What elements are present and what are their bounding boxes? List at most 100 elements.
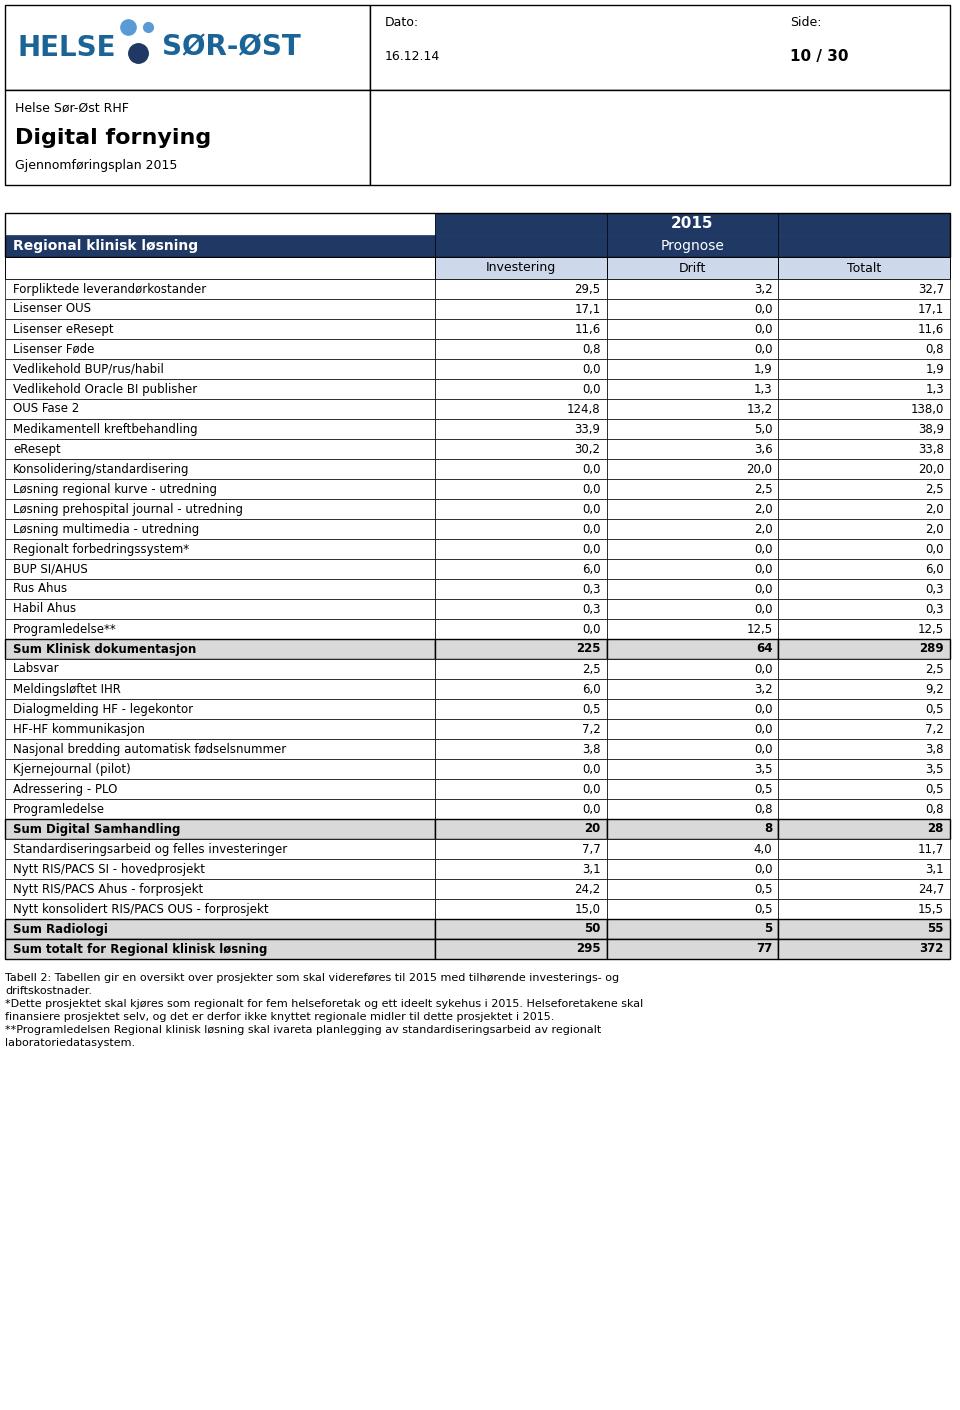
Text: 13,2: 13,2 — [746, 402, 773, 416]
Bar — [779, 739, 950, 759]
Bar — [779, 558, 950, 580]
Text: 0,0: 0,0 — [582, 382, 601, 395]
Text: Lisenser eResept: Lisenser eResept — [13, 323, 113, 336]
Text: Sum totalt for Regional klinisk løsning: Sum totalt for Regional klinisk løsning — [13, 942, 268, 956]
Text: 77: 77 — [756, 942, 773, 956]
Text: Løsning regional kurve - utredning: Løsning regional kurve - utredning — [13, 482, 217, 495]
Bar — [435, 919, 607, 939]
Bar — [5, 759, 435, 778]
Bar — [435, 580, 607, 599]
Bar — [435, 279, 607, 299]
Bar — [435, 479, 607, 499]
Text: 2,0: 2,0 — [925, 502, 944, 516]
Bar — [435, 819, 607, 839]
Text: 0,0: 0,0 — [582, 482, 601, 495]
Text: 0,0: 0,0 — [754, 303, 773, 316]
Text: Programledelse: Programledelse — [13, 802, 105, 815]
Text: 0,0: 0,0 — [582, 622, 601, 636]
Text: 0,0: 0,0 — [754, 343, 773, 355]
Bar — [607, 519, 779, 539]
Text: HF-HF kommunikasjon: HF-HF kommunikasjon — [13, 722, 145, 736]
Text: 0,0: 0,0 — [754, 543, 773, 556]
Text: Nytt RIS/PACS SI - hovedprosjekt: Nytt RIS/PACS SI - hovedprosjekt — [13, 863, 205, 876]
Bar — [5, 599, 435, 619]
Text: 0,0: 0,0 — [582, 362, 601, 375]
Text: 10 / 30: 10 / 30 — [790, 49, 849, 65]
Text: 0,0: 0,0 — [582, 543, 601, 556]
Bar — [779, 619, 950, 639]
Text: 0,5: 0,5 — [754, 783, 773, 795]
Text: 2,5: 2,5 — [582, 663, 601, 675]
Bar — [435, 213, 950, 235]
Text: 7,2: 7,2 — [582, 722, 601, 736]
Bar — [5, 619, 435, 639]
Bar — [435, 257, 607, 279]
Bar — [435, 360, 607, 379]
Bar — [779, 360, 950, 379]
Text: 15,0: 15,0 — [575, 902, 601, 915]
Text: 6,0: 6,0 — [925, 563, 944, 575]
Text: 24,7: 24,7 — [918, 883, 944, 895]
Text: 0,0: 0,0 — [754, 323, 773, 336]
Text: Sum Digital Samhandling: Sum Digital Samhandling — [13, 822, 180, 836]
Text: 3,5: 3,5 — [925, 763, 944, 776]
Text: 3,2: 3,2 — [754, 282, 773, 296]
Text: 55: 55 — [927, 922, 944, 935]
Text: 20,0: 20,0 — [746, 462, 773, 475]
Text: Sum Klinisk dokumentasjon: Sum Klinisk dokumentasjon — [13, 643, 196, 656]
Text: 20: 20 — [585, 822, 601, 836]
Bar — [5, 778, 435, 799]
Bar — [607, 599, 779, 619]
Bar — [607, 919, 779, 939]
Text: 20,0: 20,0 — [918, 462, 944, 475]
Bar — [779, 658, 950, 680]
Bar — [779, 680, 950, 699]
Text: 11,6: 11,6 — [574, 323, 601, 336]
Bar — [779, 759, 950, 778]
Text: Løsning prehospital journal - utredning: Løsning prehospital journal - utredning — [13, 502, 243, 516]
Bar — [435, 699, 607, 719]
Bar — [435, 878, 607, 900]
Text: 12,5: 12,5 — [918, 622, 944, 636]
Bar — [5, 799, 435, 819]
Text: 0,0: 0,0 — [754, 563, 773, 575]
Bar — [607, 460, 779, 479]
Bar — [370, 6, 950, 90]
Bar — [370, 90, 950, 185]
Bar — [435, 658, 607, 680]
Text: Regional klinisk løsning: Regional klinisk løsning — [13, 240, 198, 252]
Text: 3,2: 3,2 — [754, 682, 773, 695]
Bar — [5, 213, 950, 257]
Text: HELSE: HELSE — [18, 34, 116, 62]
Bar — [779, 778, 950, 799]
Text: Lisenser Føde: Lisenser Føde — [13, 343, 94, 355]
Text: 2,5: 2,5 — [754, 482, 773, 495]
Text: Tabell 2: Tabellen gir en oversikt over prosjekter som skal videreføres til 2015: Tabell 2: Tabellen gir en oversikt over … — [5, 973, 619, 983]
Text: 11,7: 11,7 — [918, 843, 944, 856]
Text: 33,9: 33,9 — [575, 423, 601, 436]
Text: Dialogmelding HF - legekontor: Dialogmelding HF - legekontor — [13, 702, 193, 715]
Bar — [607, 739, 779, 759]
Text: 50: 50 — [585, 922, 601, 935]
Text: Standardiseringsarbeid og felles investeringer: Standardiseringsarbeid og felles investe… — [13, 843, 287, 856]
Bar — [435, 419, 607, 439]
Text: 3,5: 3,5 — [754, 763, 773, 776]
Text: 5: 5 — [764, 922, 773, 935]
Text: eResept: eResept — [13, 443, 60, 455]
Bar — [607, 399, 779, 419]
Bar — [435, 499, 607, 519]
Bar — [607, 939, 779, 959]
Bar — [5, 338, 435, 360]
Text: Habil Ahus: Habil Ahus — [13, 602, 76, 616]
Bar — [5, 419, 435, 439]
Bar — [779, 919, 950, 939]
Bar — [5, 719, 435, 739]
Bar — [435, 900, 607, 919]
Text: 28: 28 — [927, 822, 944, 836]
Bar — [607, 338, 779, 360]
Bar — [607, 539, 779, 558]
Text: Programledelse**: Programledelse** — [13, 622, 117, 636]
Bar — [5, 299, 435, 319]
Text: Kjernejournal (pilot): Kjernejournal (pilot) — [13, 763, 131, 776]
Text: 2015: 2015 — [671, 217, 713, 231]
